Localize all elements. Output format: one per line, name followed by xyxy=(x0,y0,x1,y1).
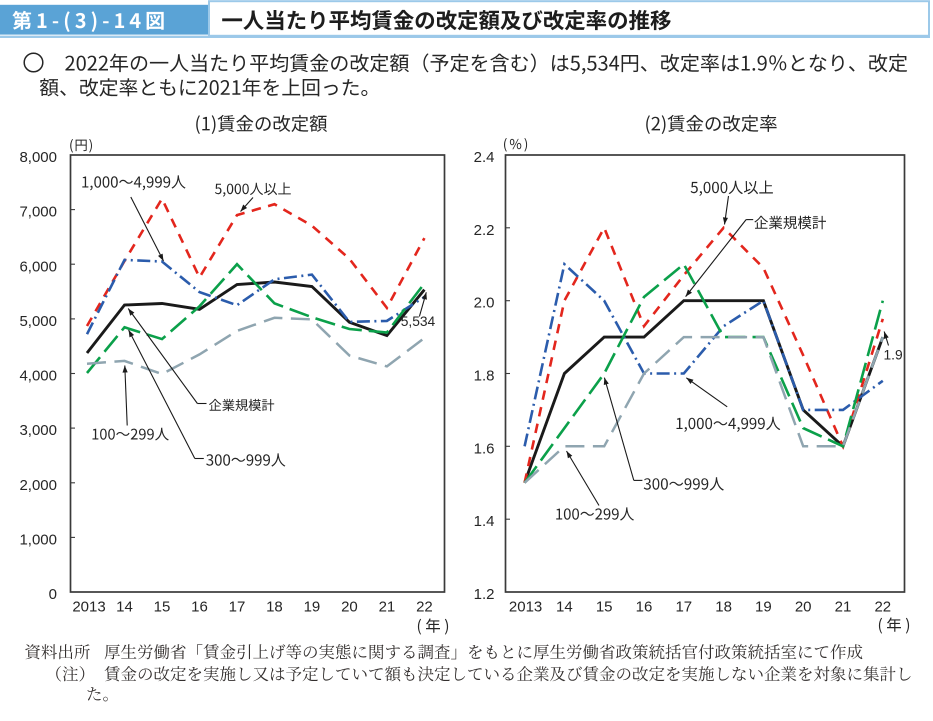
svg-text:15: 15 xyxy=(596,599,613,616)
svg-text:2.4: 2.4 xyxy=(474,149,495,166)
svg-text:21: 21 xyxy=(379,599,396,616)
svg-text:2013: 2013 xyxy=(72,599,105,616)
svg-text:3,000: 3,000 xyxy=(19,422,57,439)
svg-text:14: 14 xyxy=(556,599,573,616)
svg-text:16: 16 xyxy=(191,599,208,616)
svg-text:20: 20 xyxy=(795,599,812,616)
svg-text:6,000: 6,000 xyxy=(19,258,57,275)
svg-text:5,534: 5,534 xyxy=(401,314,436,329)
svg-text:18: 18 xyxy=(715,599,732,616)
svg-text:2013: 2013 xyxy=(509,599,542,616)
svg-text:0: 0 xyxy=(49,586,57,603)
svg-text:20: 20 xyxy=(341,599,358,616)
svg-text:19: 19 xyxy=(755,599,772,616)
svg-text:1,000: 1,000 xyxy=(19,531,57,548)
svg-text:18: 18 xyxy=(266,599,283,616)
svg-text:2.2: 2.2 xyxy=(474,222,495,239)
svg-text:1.9: 1.9 xyxy=(884,348,904,363)
svg-text:7,000: 7,000 xyxy=(19,204,57,221)
svg-text:16: 16 xyxy=(636,599,653,616)
svg-text:1.4: 1.4 xyxy=(474,513,495,530)
svg-text:2.0: 2.0 xyxy=(474,295,495,312)
svg-text:21: 21 xyxy=(835,599,852,616)
svg-text:19: 19 xyxy=(304,599,321,616)
svg-text:17: 17 xyxy=(229,599,246,616)
svg-text:17: 17 xyxy=(675,599,692,616)
svg-text:4,000: 4,000 xyxy=(19,368,57,385)
svg-text:5,000: 5,000 xyxy=(19,313,57,330)
svg-text:1.6: 1.6 xyxy=(474,440,495,457)
svg-text:22: 22 xyxy=(416,599,433,616)
svg-text:8,000: 8,000 xyxy=(19,149,57,166)
svg-text:15: 15 xyxy=(154,599,171,616)
svg-text:1.8: 1.8 xyxy=(474,368,495,385)
svg-text:14: 14 xyxy=(116,599,133,616)
svg-text:2,000: 2,000 xyxy=(19,477,57,494)
svg-text:1.2: 1.2 xyxy=(474,586,495,603)
svg-text:22: 22 xyxy=(874,599,891,616)
